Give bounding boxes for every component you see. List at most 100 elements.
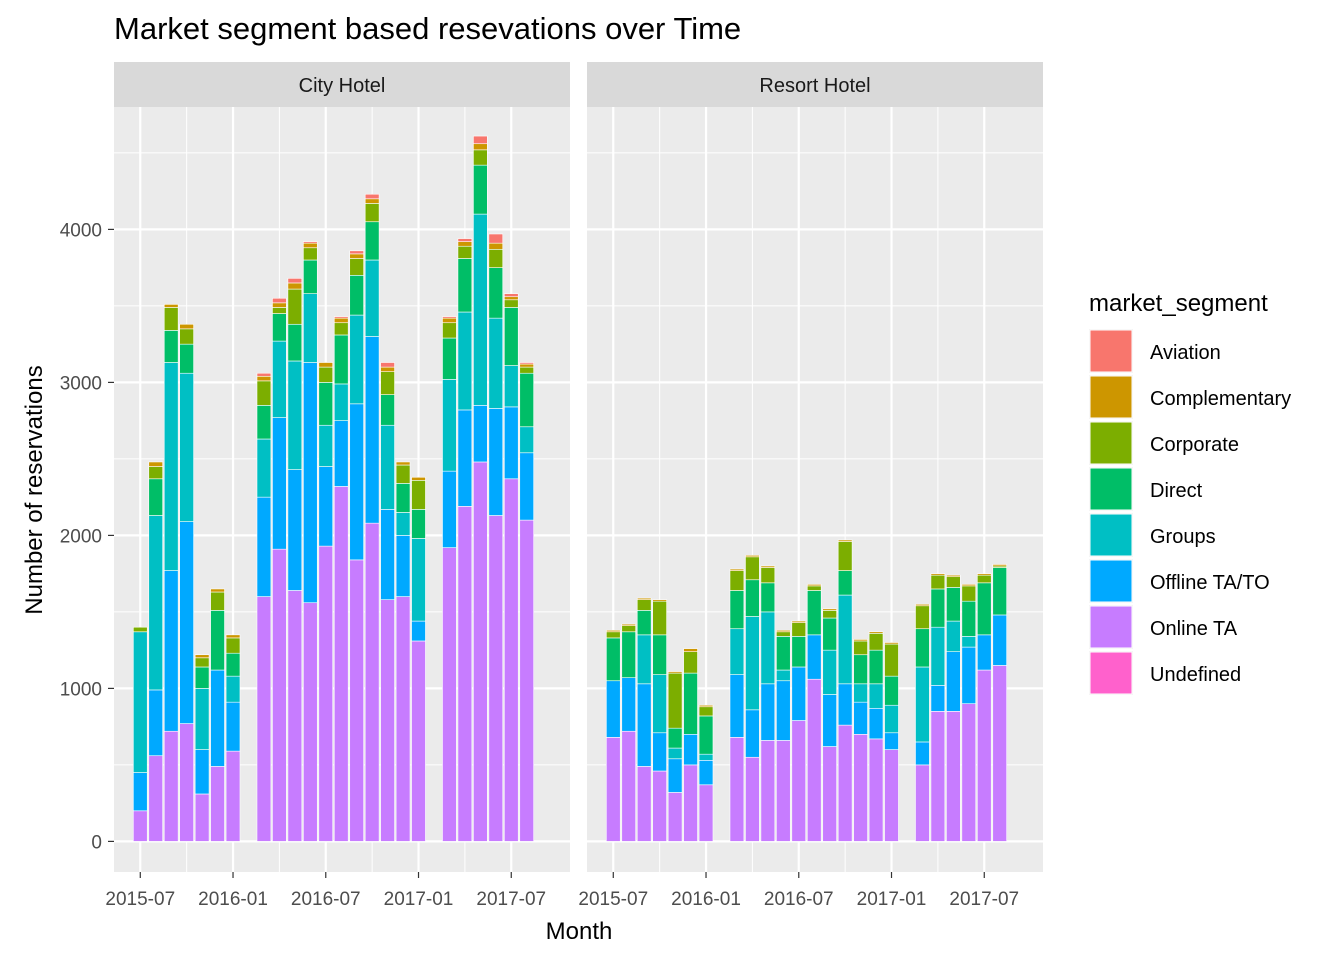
x-tick-label: 2016-07 (291, 889, 361, 910)
bar-segment (225, 652, 241, 677)
y-tick-label: 4000 (60, 220, 102, 241)
bar-segment (745, 554, 760, 558)
bar-segment (225, 701, 241, 752)
legend-label: Aviation (1150, 342, 1221, 364)
bar-segment (287, 288, 303, 325)
x-tick-label: 2015-07 (105, 889, 175, 910)
bar-segment (411, 480, 426, 510)
bar-group (133, 135, 534, 842)
bar-segment (884, 642, 899, 645)
x-tick-label: 2016-07 (764, 889, 834, 910)
bar-segment (179, 328, 194, 345)
bar-segment (163, 330, 179, 363)
bar-segment (194, 654, 210, 659)
bar-segment (519, 363, 534, 368)
bar-segment (364, 221, 380, 261)
bar-segment (179, 343, 194, 374)
bar-segment (504, 296, 519, 301)
bar-segment (868, 631, 884, 634)
bar-segment (636, 634, 652, 685)
bar-segment (303, 241, 318, 244)
bar-segment (395, 535, 411, 597)
bar-segment (930, 711, 946, 842)
bar-segment (961, 584, 977, 587)
bar-segment (652, 600, 667, 636)
bar-segment (395, 596, 411, 842)
bar-segment (621, 625, 636, 633)
bar-segment (915, 605, 930, 630)
legend-label: Complementary (1150, 388, 1291, 410)
bar-segment (457, 506, 473, 842)
bar-segment (318, 424, 334, 467)
bar-segment (380, 599, 395, 842)
bar-segment (977, 574, 992, 584)
legend-label: Direct (1150, 480, 1203, 502)
bar-segment (303, 247, 318, 261)
bar-segment (194, 666, 210, 689)
bar-segment (760, 611, 776, 685)
bar-segment (210, 591, 225, 611)
bar-segment (776, 740, 791, 842)
bar-segment (256, 405, 272, 440)
bar-segment (868, 738, 884, 842)
bar-segment (868, 707, 884, 740)
bar-segment (621, 631, 636, 678)
bar-segment (837, 539, 853, 542)
bar-segment (519, 519, 534, 842)
bar-segment (636, 766, 652, 842)
bar-segment (303, 362, 318, 604)
bar-segment (194, 688, 210, 750)
bar-segment (504, 365, 519, 408)
bar-segment (179, 723, 194, 842)
bar-segment (318, 545, 334, 842)
bar-group (606, 539, 1007, 842)
x-tick-label: 2016-01 (198, 889, 268, 910)
bar-segment (504, 293, 519, 298)
legend-swatch (1089, 513, 1133, 557)
legend-label: Undefined (1150, 664, 1241, 686)
x-tick-label: 2016-01 (671, 889, 741, 910)
bar-segment (822, 694, 837, 747)
bar-segment (519, 362, 534, 365)
bar-segment (364, 193, 380, 200)
bar-segment (303, 259, 318, 294)
bar-segment (606, 680, 621, 738)
bar-segment (133, 810, 148, 842)
legend-label: Online TA (1150, 618, 1238, 640)
bar-segment (745, 709, 760, 758)
bar-segment (148, 478, 163, 516)
bar-segment (287, 469, 303, 591)
bar-segment (179, 521, 194, 724)
bar-segment (194, 793, 210, 842)
bar-segment (349, 559, 364, 842)
bar-segment (411, 538, 426, 622)
bar-segment (652, 599, 667, 602)
bar-segment (148, 466, 163, 480)
bar-segment (961, 703, 977, 842)
facet-panel: Resort Hotel 2015-07 2016-01 2016-07 2017-01… (578, 62, 1043, 910)
bar-segment (698, 784, 714, 842)
legend-swatch (1089, 467, 1133, 511)
bar-segment (745, 579, 760, 617)
bar-segment (210, 766, 225, 842)
bar-segment (148, 755, 163, 842)
bar-segment (272, 302, 287, 308)
bar-segment (745, 616, 760, 711)
bar-segment (504, 478, 519, 842)
bar-segment (791, 636, 807, 668)
bar-segment (457, 409, 473, 507)
bar-segment (776, 631, 791, 637)
bar-segment (729, 737, 745, 842)
bar-segment (364, 203, 380, 223)
bar-segment (349, 274, 364, 316)
bar-segment (698, 753, 714, 761)
bar-segment (333, 486, 349, 842)
bar-segment (884, 704, 899, 734)
bar-segment (473, 135, 488, 145)
bar-segment (395, 461, 411, 466)
bar-segment (194, 657, 210, 668)
bar-segment (488, 242, 504, 250)
bar-segment (652, 634, 667, 675)
bar-segment (930, 573, 946, 576)
bar-segment (822, 746, 837, 842)
